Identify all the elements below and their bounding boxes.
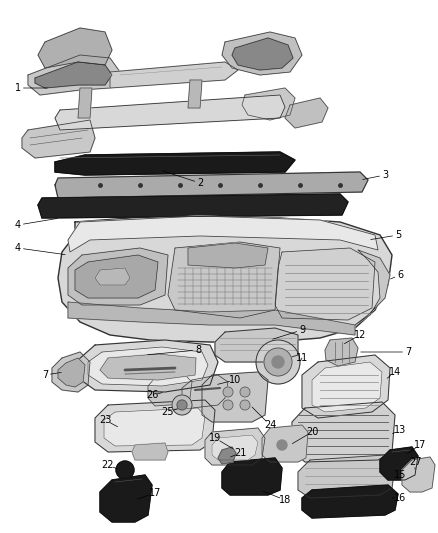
Text: 10: 10 bbox=[229, 375, 241, 385]
Circle shape bbox=[240, 400, 250, 410]
Polygon shape bbox=[380, 447, 418, 480]
Polygon shape bbox=[58, 358, 85, 387]
Text: 16: 16 bbox=[394, 493, 406, 503]
Polygon shape bbox=[232, 38, 293, 70]
Polygon shape bbox=[55, 172, 368, 198]
Polygon shape bbox=[242, 88, 295, 120]
Polygon shape bbox=[298, 455, 395, 498]
Polygon shape bbox=[78, 340, 218, 392]
Polygon shape bbox=[212, 435, 258, 460]
Text: 3: 3 bbox=[382, 170, 388, 180]
Polygon shape bbox=[202, 372, 268, 422]
Polygon shape bbox=[55, 95, 285, 130]
Polygon shape bbox=[325, 338, 358, 366]
Polygon shape bbox=[38, 194, 348, 218]
Text: 23: 23 bbox=[99, 415, 111, 425]
Polygon shape bbox=[222, 458, 282, 495]
Text: 2: 2 bbox=[197, 178, 203, 188]
Polygon shape bbox=[218, 447, 236, 464]
Polygon shape bbox=[95, 268, 130, 285]
Polygon shape bbox=[95, 400, 215, 452]
Polygon shape bbox=[275, 248, 375, 320]
Circle shape bbox=[177, 400, 187, 410]
Polygon shape bbox=[262, 425, 308, 462]
Polygon shape bbox=[168, 242, 280, 318]
Polygon shape bbox=[302, 485, 398, 518]
Polygon shape bbox=[104, 408, 205, 446]
Circle shape bbox=[223, 400, 233, 410]
Polygon shape bbox=[68, 248, 168, 305]
Polygon shape bbox=[182, 375, 228, 408]
Circle shape bbox=[172, 395, 192, 415]
Text: 13: 13 bbox=[394, 425, 406, 435]
Polygon shape bbox=[188, 243, 268, 268]
Circle shape bbox=[223, 387, 233, 397]
Text: 25: 25 bbox=[162, 407, 174, 417]
Text: 17: 17 bbox=[414, 440, 426, 450]
Polygon shape bbox=[38, 28, 112, 68]
Polygon shape bbox=[402, 457, 435, 492]
Polygon shape bbox=[355, 250, 390, 325]
Text: 19: 19 bbox=[209, 433, 221, 443]
Polygon shape bbox=[55, 152, 295, 175]
Polygon shape bbox=[100, 354, 196, 380]
Polygon shape bbox=[292, 402, 395, 462]
Polygon shape bbox=[58, 216, 392, 342]
Text: 24: 24 bbox=[264, 420, 276, 430]
Polygon shape bbox=[22, 120, 95, 158]
Text: 4: 4 bbox=[15, 243, 21, 253]
Text: 22: 22 bbox=[102, 460, 114, 470]
Text: 14: 14 bbox=[389, 367, 401, 377]
Polygon shape bbox=[68, 302, 355, 335]
Text: 5: 5 bbox=[395, 230, 401, 240]
Polygon shape bbox=[75, 255, 158, 298]
Polygon shape bbox=[302, 355, 390, 418]
Polygon shape bbox=[222, 32, 302, 75]
Circle shape bbox=[277, 440, 287, 450]
Polygon shape bbox=[188, 80, 202, 108]
Circle shape bbox=[240, 387, 250, 397]
Text: 7: 7 bbox=[42, 370, 48, 380]
Text: 21: 21 bbox=[234, 448, 246, 458]
Text: 17: 17 bbox=[149, 488, 161, 498]
Text: 11: 11 bbox=[296, 353, 308, 363]
Polygon shape bbox=[312, 362, 382, 412]
Polygon shape bbox=[110, 62, 238, 88]
Text: 8: 8 bbox=[195, 345, 201, 355]
Text: 27: 27 bbox=[409, 457, 421, 467]
Polygon shape bbox=[28, 55, 120, 95]
Polygon shape bbox=[205, 428, 265, 465]
Circle shape bbox=[116, 461, 134, 479]
Polygon shape bbox=[88, 347, 208, 386]
Polygon shape bbox=[148, 375, 192, 406]
Text: 20: 20 bbox=[306, 427, 318, 437]
Polygon shape bbox=[68, 216, 378, 252]
Polygon shape bbox=[35, 62, 112, 88]
Polygon shape bbox=[78, 88, 92, 118]
Polygon shape bbox=[132, 443, 168, 460]
Text: 12: 12 bbox=[354, 330, 366, 340]
Text: 1: 1 bbox=[15, 83, 21, 93]
Text: 4: 4 bbox=[15, 220, 21, 230]
Text: 6: 6 bbox=[397, 270, 403, 280]
Text: 9: 9 bbox=[299, 325, 305, 335]
Text: 7: 7 bbox=[405, 347, 411, 357]
Polygon shape bbox=[285, 98, 328, 128]
Text: 15: 15 bbox=[394, 470, 406, 480]
Circle shape bbox=[264, 348, 292, 376]
Text: 18: 18 bbox=[279, 495, 291, 505]
Circle shape bbox=[256, 340, 300, 384]
Text: 26: 26 bbox=[146, 390, 158, 400]
Polygon shape bbox=[100, 475, 152, 522]
Polygon shape bbox=[215, 328, 298, 362]
Circle shape bbox=[272, 356, 284, 368]
Polygon shape bbox=[52, 352, 90, 392]
